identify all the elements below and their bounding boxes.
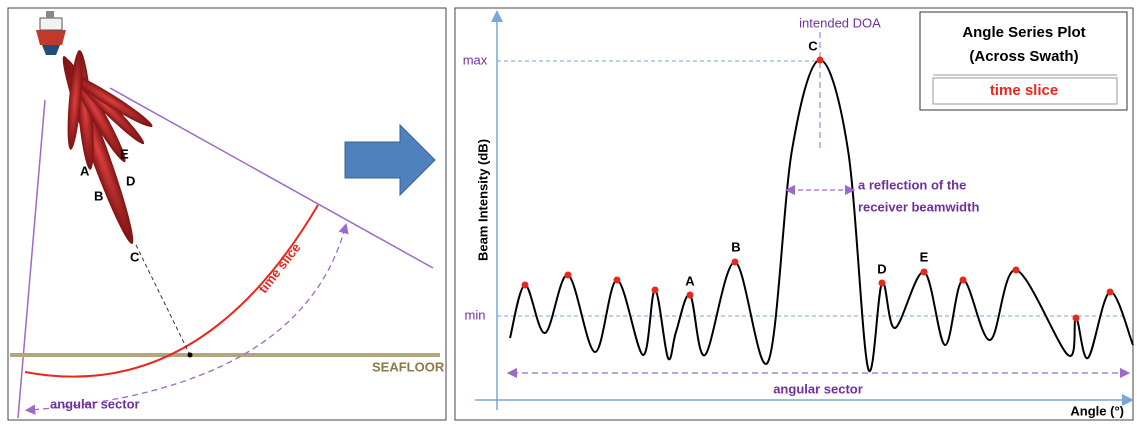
legend-title: (Across Swath) — [969, 48, 1078, 65]
peak-dot — [1072, 314, 1080, 322]
beam — [67, 73, 153, 127]
min-label: min — [465, 307, 486, 322]
time-slice-arc — [24, 204, 319, 378]
peak-dot — [920, 268, 928, 276]
legend-box: Angle Series Plot (Across Swath) time sl… — [919, 11, 1128, 111]
peak-label: A — [685, 273, 695, 288]
peak-dot — [651, 286, 659, 294]
beam-fan — [62, 50, 153, 245]
legend-border — [919, 11, 1128, 111]
footprint-point — [187, 352, 193, 358]
legend-title: Angle Series Plot — [962, 24, 1085, 41]
seafloor — [10, 353, 440, 357]
footprint-label: C — [130, 249, 140, 264]
peak-dot — [686, 291, 694, 299]
beam-label: B — [94, 188, 103, 203]
max-label: max — [463, 52, 488, 67]
peak-dot — [521, 281, 529, 289]
legend-cell — [932, 77, 1118, 105]
peak-dot — [613, 276, 621, 284]
legend-subtitle: time slice — [990, 82, 1058, 99]
left-panel: A B D E C time slice SEAFLOOR angular se… — [7, 7, 447, 421]
peak-dot — [816, 56, 824, 64]
peak-label: E — [920, 249, 929, 264]
panel-border — [7, 7, 447, 421]
seafloor-label: SEAFLOOR — [372, 359, 445, 374]
beamwidth-note: receiver beamwidth — [858, 199, 979, 214]
peak-dot — [1106, 288, 1114, 296]
peak-dot — [878, 279, 886, 287]
time-slice-label: time slice — [255, 240, 303, 296]
right-panel: max min Beam Intensity (dB) Angle (°) in… — [454, 7, 1134, 421]
angular-sector-label: angular sector — [773, 381, 863, 396]
angular-sector-arrow — [24, 222, 349, 415]
y-axis-label: Beam Intensity (dB) — [475, 139, 490, 261]
sector-edge — [17, 99, 46, 419]
beam-label: E — [120, 146, 129, 161]
sector-edge — [109, 87, 434, 269]
peak-dot — [731, 258, 739, 266]
peak-label: B — [731, 239, 740, 254]
beam-label: A — [80, 163, 90, 178]
peak-dot — [564, 271, 572, 279]
beamwidth-note: a reflection of the — [858, 177, 966, 192]
peak-label: C — [808, 38, 818, 53]
range-line — [135, 244, 191, 356]
ship — [36, 11, 66, 55]
transition-arrow — [344, 123, 436, 197]
panel-border — [454, 7, 1134, 421]
x-axis-label: Angle (°) — [1070, 403, 1124, 418]
peak-dot — [1012, 266, 1020, 274]
beam-label: D — [126, 173, 135, 188]
angular-sector-label: angular sector — [50, 396, 140, 411]
beam — [67, 50, 83, 150]
peak-dot — [959, 276, 967, 284]
peak-label: D — [877, 261, 886, 276]
intended-doa-label: intended DOA — [799, 15, 881, 30]
